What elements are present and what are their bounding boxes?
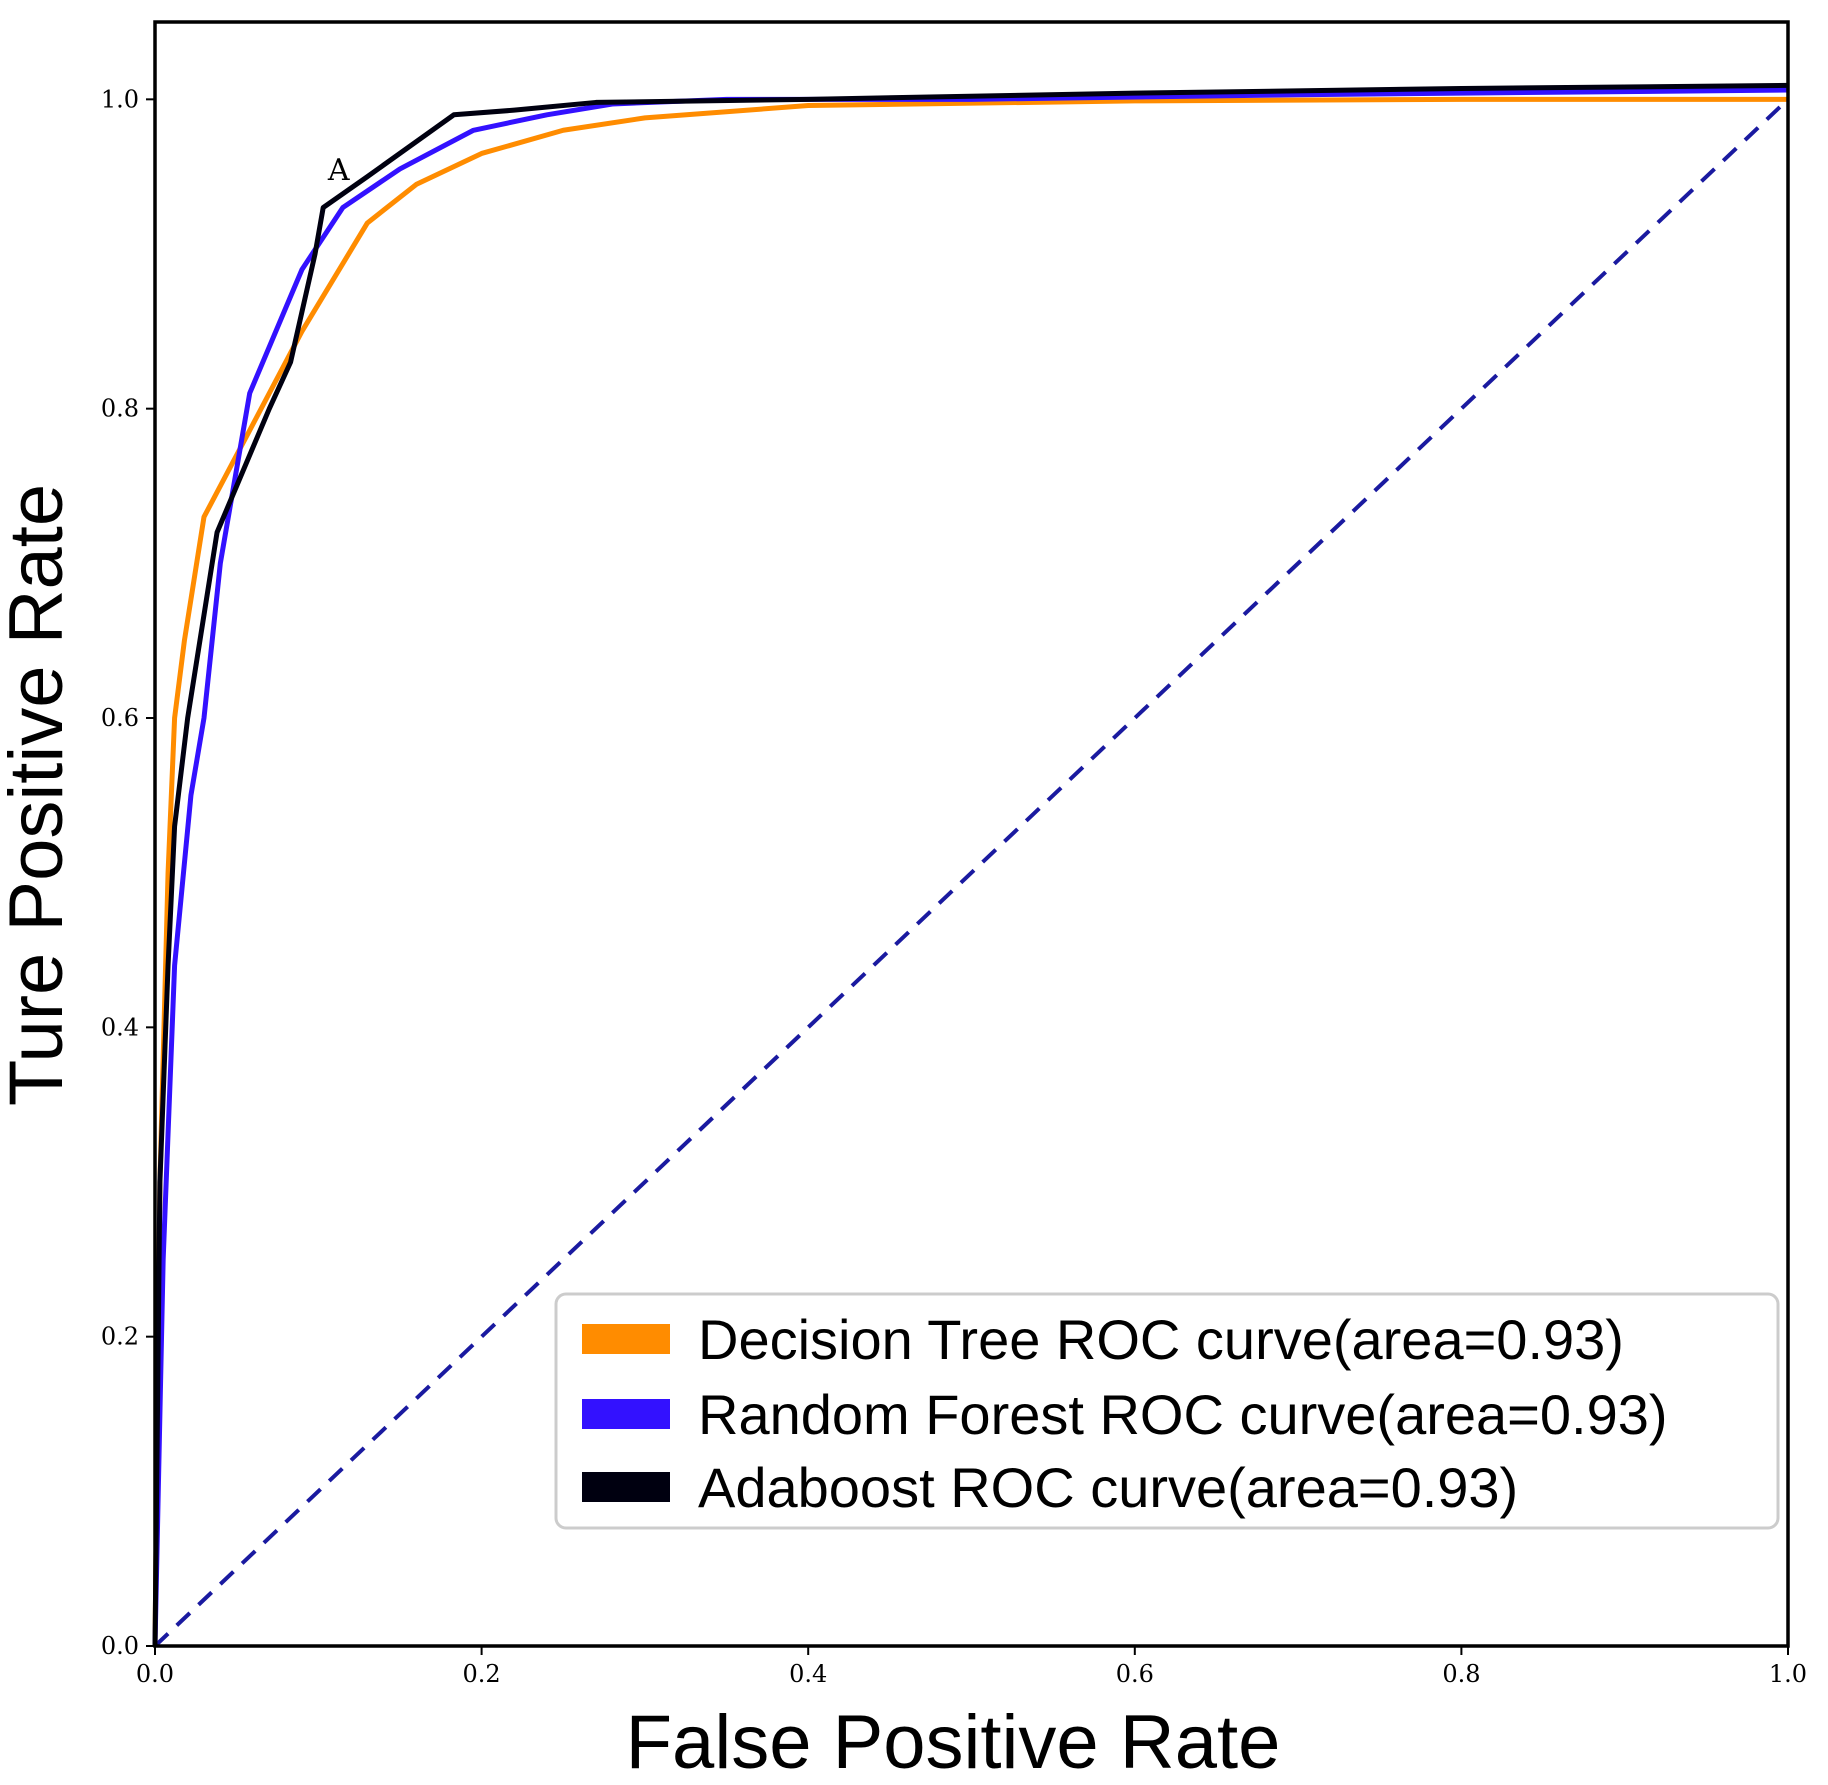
- legend-swatch: [582, 1399, 670, 1429]
- legend-label: Adaboost ROC curve(area=0.93): [698, 1456, 1518, 1519]
- plot-frame: [153, 20, 1790, 1648]
- legend: Decision Tree ROC curve(area=0.93) Random…: [554, 1292, 1780, 1530]
- annotation-label: A: [327, 153, 350, 188]
- legend-swatch: [582, 1324, 670, 1354]
- legend-box: [554, 1292, 1780, 1530]
- y-tick-label: 0.8: [101, 395, 139, 423]
- y-axis-title: Ture Positive Rate: [0, 484, 79, 1106]
- y-tick-label: 0.0: [101, 1632, 139, 1660]
- x-axis-title: False Positive Rate: [626, 1700, 1281, 1785]
- x-tick-label: 1.0: [1769, 1660, 1807, 1688]
- y-tick-label: 1.0: [101, 85, 139, 113]
- legend-label: Random Forest ROC curve(area=0.93): [698, 1383, 1668, 1446]
- x-tick-label: 0.6: [1116, 1660, 1154, 1688]
- curves-layer: [152, 82, 1790, 1648]
- x-tick-label: 0.8: [1442, 1660, 1480, 1688]
- roc-curve-1: [152, 96, 1788, 1647]
- x-tick-label: 0.4: [789, 1660, 827, 1688]
- chance-diagonal-line: [153, 97, 1790, 1648]
- roc-curve-3: [152, 82, 1789, 1647]
- y-tick-label: 0.2: [101, 1323, 139, 1351]
- x-tick-label: 0.0: [136, 1660, 174, 1688]
- legend-label: Decision Tree ROC curve(area=0.93): [698, 1308, 1624, 1371]
- y-tick-label: 0.6: [101, 704, 139, 732]
- x-tick-label: 0.2: [463, 1660, 501, 1688]
- ticks-layer: 0.0 0.2 0.4 0.6 0.8 1.0 0.0 0.2 0.4 0.6 0.8 1.0: [101, 85, 1807, 1688]
- legend-swatch: [582, 1472, 670, 1502]
- y-tick-label: 0.4: [101, 1013, 139, 1041]
